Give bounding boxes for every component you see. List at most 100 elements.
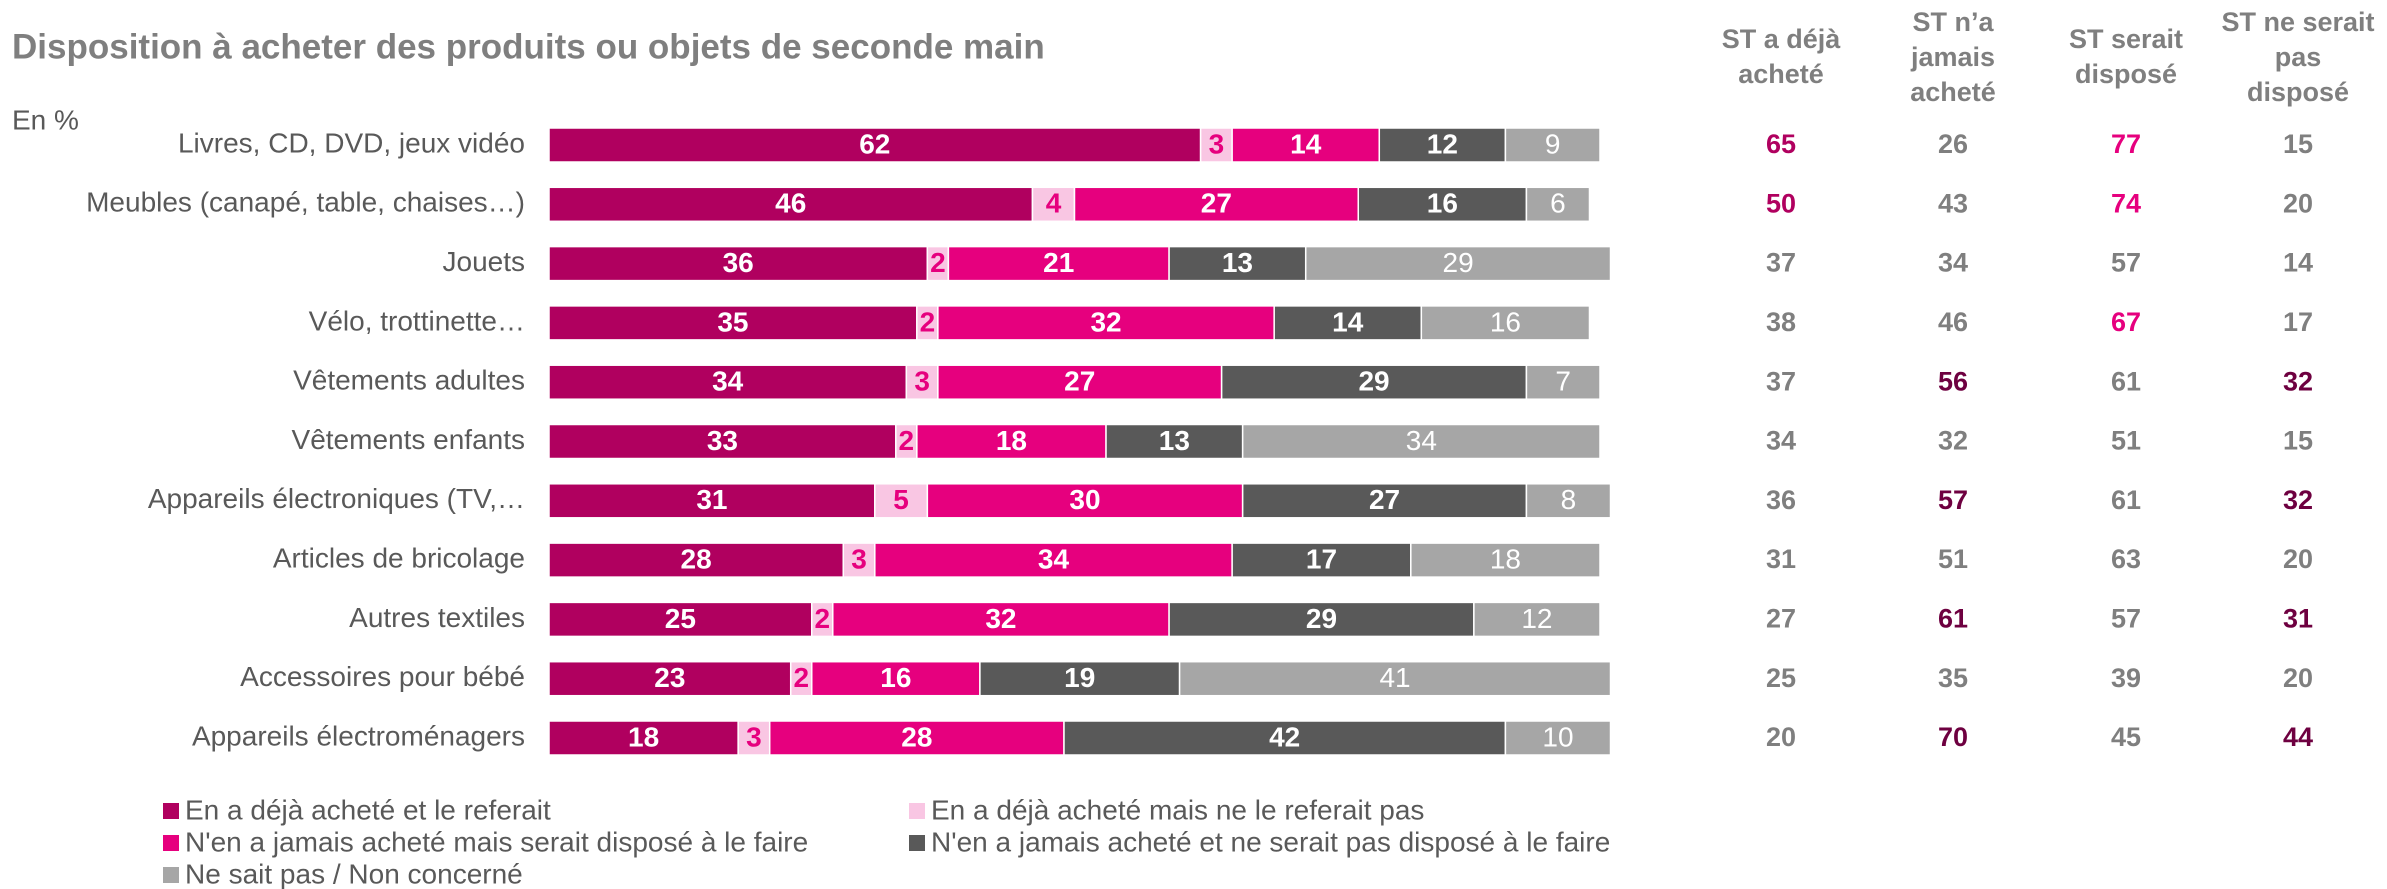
- table-header: ST serait: [2069, 24, 2183, 54]
- table-value: 70: [1938, 722, 1968, 752]
- table-value: 25: [1766, 663, 1796, 693]
- bar-segment: [1273, 305, 1423, 341]
- table-value: 51: [2111, 426, 2141, 456]
- data-label: 6: [1550, 188, 1566, 219]
- data-label: 2: [899, 425, 915, 456]
- unit-label: En %: [12, 104, 79, 135]
- table-header: disposé: [2247, 77, 2349, 107]
- category-label: Appareils électroménagers: [192, 720, 525, 751]
- table-value: 27: [1766, 604, 1796, 634]
- table-header: ST ne serait: [2221, 7, 2374, 37]
- data-label: 5: [893, 484, 909, 515]
- category-label: Autres textiles: [349, 602, 525, 633]
- data-label: 14: [1332, 306, 1364, 337]
- data-label: 13: [1222, 247, 1253, 278]
- data-label: 62: [859, 128, 890, 159]
- data-label: 35: [717, 306, 748, 337]
- category-label: Vêtements adultes: [293, 365, 525, 396]
- bar-segment: [842, 542, 876, 578]
- data-label: 28: [901, 721, 932, 752]
- bar-segment: [1420, 305, 1591, 341]
- data-label: 29: [1443, 247, 1474, 278]
- table-value: 15: [2283, 129, 2313, 159]
- data-label: 3: [1209, 128, 1225, 159]
- data-label: 34: [1038, 543, 1070, 574]
- table-value: 20: [2283, 544, 2313, 574]
- table-header: ST a déjà: [1722, 24, 1842, 54]
- table-value: 36: [1766, 485, 1796, 515]
- table-header: ST n’a: [1912, 7, 1994, 37]
- bar-segment: [1105, 423, 1244, 460]
- category-label: Vêtements enfants: [292, 424, 525, 455]
- table-value: 65: [1766, 129, 1796, 159]
- table-value: 39: [2111, 663, 2141, 693]
- category-label: Livres, CD, DVD, jeux vidéo: [178, 127, 525, 158]
- bar-segment: [1231, 127, 1381, 163]
- data-label: 42: [1269, 721, 1300, 752]
- table-value: 50: [1766, 188, 1796, 218]
- table-value: 15: [2283, 426, 2313, 456]
- table-value: 20: [1766, 722, 1796, 752]
- bar-segment: [811, 660, 981, 697]
- bar-segment: [1410, 542, 1601, 578]
- bar-segment: [1063, 720, 1507, 756]
- data-label: 41: [1379, 662, 1410, 693]
- table-value: 31: [1766, 544, 1796, 574]
- bar-segment: [1231, 542, 1412, 578]
- data-label: 2: [930, 247, 946, 278]
- bar-segment: [947, 245, 1170, 282]
- bar-segment: [1168, 601, 1475, 638]
- table-value: 63: [2111, 544, 2141, 574]
- data-label: 46: [775, 188, 806, 219]
- bar-segment: [768, 720, 1065, 756]
- table-value: 43: [1938, 188, 1968, 218]
- data-label: 27: [1369, 484, 1400, 515]
- legend-label: N'en a jamais acheté et ne serait pas di…: [931, 826, 1610, 857]
- bar-segment: [916, 423, 1107, 460]
- bar-segment: [1178, 660, 1612, 697]
- category-label: Jouets: [443, 246, 526, 277]
- bar-segment: [926, 483, 1244, 519]
- bar-segment: [1504, 720, 1612, 756]
- bar-segment: [548, 305, 918, 341]
- data-label: 9: [1545, 128, 1561, 159]
- table-value: 37: [1766, 248, 1796, 278]
- data-label: 28: [681, 543, 712, 574]
- bar-segment: [548, 483, 876, 519]
- table-value: 51: [1938, 544, 1968, 574]
- data-label: 33: [707, 425, 738, 456]
- data-label: 31: [696, 484, 727, 515]
- bar-segment: [1304, 245, 1612, 282]
- data-label: 16: [1427, 188, 1458, 219]
- legend-swatch: [163, 867, 179, 883]
- data-label: 17: [1306, 543, 1337, 574]
- legend-swatch: [909, 835, 925, 851]
- table-header: pas: [2275, 42, 2322, 72]
- bar-segment: [548, 542, 845, 578]
- table-value: 26: [1938, 129, 1968, 159]
- data-label: 7: [1555, 366, 1571, 397]
- table-value: 34: [1938, 248, 1968, 278]
- data-label: 8: [1561, 484, 1577, 515]
- data-label: 10: [1542, 721, 1573, 752]
- table-header: acheté: [1738, 59, 1824, 89]
- data-label: 23: [654, 662, 685, 693]
- table-value: 34: [1766, 426, 1796, 456]
- data-label: 12: [1427, 128, 1458, 159]
- table-value: 32: [2283, 366, 2313, 396]
- data-label: 2: [920, 306, 936, 337]
- table-value: 74: [2111, 188, 2141, 218]
- data-label: 34: [712, 366, 744, 397]
- data-label: 21: [1043, 247, 1074, 278]
- data-label: 3: [851, 543, 867, 574]
- data-label: 32: [985, 603, 1016, 634]
- data-label: 27: [1064, 366, 1095, 397]
- bar-segment: [1525, 186, 1591, 223]
- category-label: Vélo, trottinette…: [309, 305, 525, 336]
- table-value: 44: [2283, 722, 2313, 752]
- table-value: 56: [1938, 366, 1968, 396]
- table-value: 46: [1938, 307, 1968, 337]
- data-label: 4: [1046, 188, 1062, 219]
- table-header: disposé: [2075, 59, 2177, 89]
